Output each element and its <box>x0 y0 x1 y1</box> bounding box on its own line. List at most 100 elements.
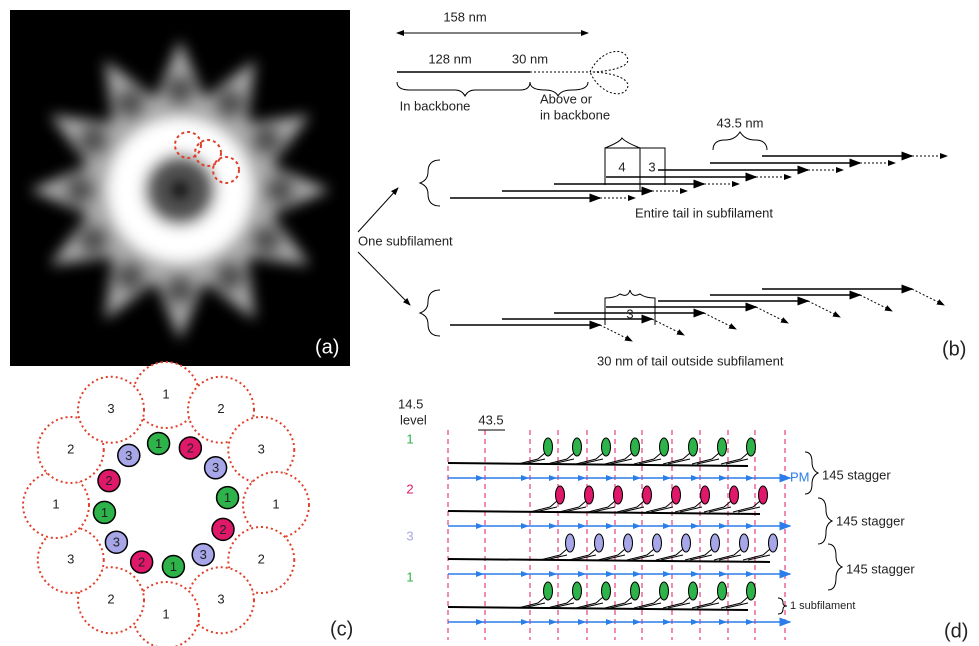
inner-label: 2 <box>138 554 145 569</box>
region-label: Above or <box>540 91 593 106</box>
level-label: 2 <box>406 481 413 496</box>
stagger-label: 145 stagger <box>822 467 891 482</box>
hole <box>168 178 192 202</box>
blob <box>77 124 109 156</box>
stalk <box>663 597 690 608</box>
stalk <box>646 501 673 512</box>
stalk <box>743 549 770 560</box>
head <box>566 534 575 552</box>
head <box>631 438 640 456</box>
outer-label: 1 <box>52 496 59 511</box>
outer-label: 2 <box>67 441 74 456</box>
outer-label: 3 <box>217 592 224 607</box>
inner-label: 1 <box>170 559 177 574</box>
stalk <box>656 549 683 560</box>
head <box>711 534 720 552</box>
head <box>643 486 652 504</box>
outer-label: 2 <box>217 401 224 416</box>
head <box>573 582 582 600</box>
tail <box>912 289 944 305</box>
stalk <box>518 597 545 608</box>
head <box>769 534 778 552</box>
head <box>544 438 553 456</box>
figure: (a) 158 nm 128 nm 30 nm In backbone Abov… <box>0 0 979 646</box>
outer-label: 1 <box>162 606 169 621</box>
length-label: 128 nm <box>428 51 471 66</box>
head <box>573 438 582 456</box>
panel-label: (d) <box>944 620 968 642</box>
region-label: In backbone <box>400 98 471 113</box>
outer-label: 3 <box>67 551 74 566</box>
panel-label: (a) <box>315 336 339 358</box>
gap-label: 4 <box>618 159 625 174</box>
stalk <box>569 549 596 560</box>
subfilament-label: 1 subfilament <box>790 600 855 612</box>
blob <box>164 274 196 306</box>
head <box>701 486 710 504</box>
blob <box>77 224 109 256</box>
stalk <box>598 549 625 560</box>
backbone <box>448 607 748 610</box>
panel-d: 1 2 3 1 <box>406 430 790 640</box>
panel-d-text: 14.5 level 43.5 PM 145 stagger 145 stagg… <box>398 396 968 642</box>
spacing-label: 43.5 <box>478 412 503 427</box>
gap-label: 3 <box>626 306 633 321</box>
head <box>631 582 640 600</box>
region-label: in backbone <box>540 107 610 122</box>
stalk <box>530 501 557 512</box>
level-label: 1 <box>406 569 413 584</box>
panel-label: (c) <box>330 618 353 640</box>
blob <box>264 174 296 206</box>
stalk <box>704 501 731 512</box>
stagger-label: 145 stagger <box>836 513 905 528</box>
outer-label: 3 <box>258 441 265 456</box>
inner-label: 2 <box>219 522 226 537</box>
head <box>624 534 633 552</box>
head <box>602 582 611 600</box>
stagger-label: 145 stagger <box>846 561 915 576</box>
stalk <box>576 453 603 464</box>
tail <box>756 307 788 323</box>
spacing-label: 43.5 nm <box>717 115 764 130</box>
head <box>689 582 698 600</box>
inner-label: 1 <box>155 436 162 451</box>
gap-label: 3 <box>648 159 655 174</box>
level-label: 1 <box>406 431 413 446</box>
head <box>660 438 669 456</box>
length-label: 158 nm <box>443 9 486 24</box>
head <box>689 438 698 456</box>
outer-label: 1 <box>162 386 169 401</box>
inner-label: 3 <box>212 460 219 475</box>
stalk <box>559 501 586 512</box>
stalk <box>518 453 545 464</box>
stalk <box>675 501 702 512</box>
head <box>730 486 739 504</box>
inner-label: 2 <box>105 473 112 488</box>
stalk <box>605 597 632 608</box>
stalk <box>721 453 748 464</box>
level-label: 3 <box>406 528 413 543</box>
tail <box>600 325 632 341</box>
head <box>544 582 553 600</box>
inner-label: 1 <box>224 490 231 505</box>
inner-label: 2 <box>187 440 194 455</box>
outer-label: 1 <box>272 496 279 511</box>
head <box>556 486 565 504</box>
stalk <box>685 549 712 560</box>
header: level <box>400 412 427 427</box>
tail <box>652 319 684 335</box>
blob <box>251 124 283 156</box>
panel-b-text: 158 nm 128 nm 30 nm In backbone Above or… <box>358 9 966 368</box>
stalk <box>733 501 760 512</box>
head <box>747 438 756 456</box>
caption: Entire tail in subfilament <box>635 205 773 220</box>
caption: One subfilament <box>358 233 453 248</box>
head <box>672 486 681 504</box>
head <box>747 582 756 600</box>
tail <box>808 301 840 317</box>
stalk <box>663 453 690 464</box>
head <box>718 438 727 456</box>
blob <box>164 74 196 106</box>
panel-a: (a) <box>10 10 350 366</box>
